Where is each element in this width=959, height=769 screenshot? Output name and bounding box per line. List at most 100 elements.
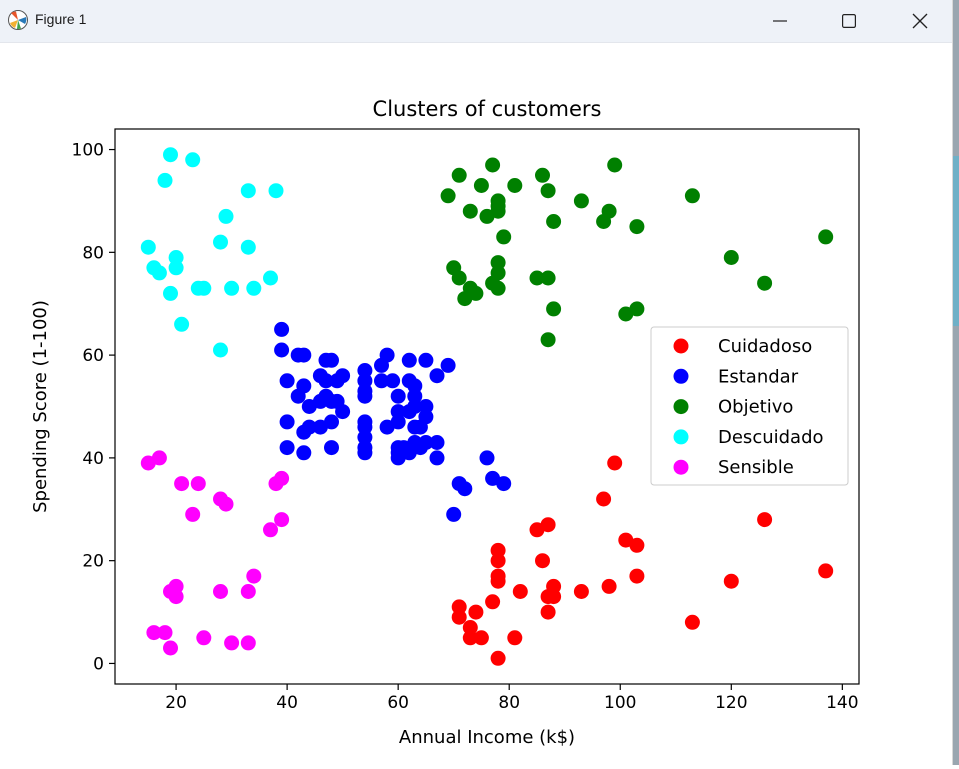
data-point-cuidadoso <box>629 568 645 584</box>
y-axis-label: Spending Score (1-100) <box>30 300 51 513</box>
data-point-sensible <box>174 476 190 492</box>
data-point-sensible <box>274 512 290 528</box>
data-point-descuidado <box>240 239 256 255</box>
legend-label: Sensible <box>718 457 794 478</box>
data-point-estandar <box>296 347 312 363</box>
data-point-objetivo <box>629 219 645 235</box>
data-point-descuidado <box>168 250 184 265</box>
data-point-objetivo <box>468 285 484 301</box>
plot-frame <box>114 128 860 685</box>
data-point-descuidado <box>218 208 234 224</box>
data-point-objetivo <box>507 178 523 193</box>
data-point-cuidadoso <box>723 573 739 589</box>
scatter-chart: Clusters of customers 20 40 60 80 100 120 140 … <box>30 97 860 748</box>
data-point-estandar <box>401 352 417 368</box>
chart-title: Clusters of customers <box>373 97 602 121</box>
data-point-estandar <box>335 404 351 420</box>
maximize-icon <box>842 14 856 28</box>
data-point-estandar <box>390 404 406 420</box>
data-point-estandar <box>390 388 406 404</box>
data-point-estandar <box>357 388 373 404</box>
data-point-sensible <box>213 584 228 599</box>
minimize-button[interactable] <box>757 0 803 42</box>
x-tick-label: 20 <box>165 693 187 713</box>
data-point-descuidado <box>174 316 190 332</box>
data-point-descuidado <box>268 183 284 199</box>
data-point-cuidadoso <box>535 553 550 569</box>
data-point-estandar <box>407 378 423 394</box>
y-axis: 0 20 40 60 80 100 <box>72 141 115 674</box>
data-point-estandar <box>324 440 339 456</box>
x-tick-label: 100 <box>604 693 636 713</box>
data-point-estandar <box>279 440 295 456</box>
maximize-button[interactable] <box>826 0 872 42</box>
data-point-descuidado <box>246 280 262 296</box>
data-point-descuidado <box>163 285 178 301</box>
data-point-sensible <box>240 584 256 599</box>
data-point-estandar <box>440 357 456 373</box>
data-point-estandar <box>446 506 462 522</box>
data-point-objetivo <box>607 157 623 173</box>
figure-canvas: Clusters of customers 20 40 60 80 100 120 140 … <box>0 43 952 765</box>
data-point-objetivo <box>496 229 512 245</box>
data-point-estandar <box>385 373 401 389</box>
data-point-estandar <box>374 373 389 389</box>
data-point-estandar <box>296 445 312 461</box>
data-point-cuidadoso <box>507 630 523 646</box>
legend-label: Objetivo <box>718 397 793 418</box>
data-point-cuidadoso <box>540 604 556 620</box>
data-point-objetivo <box>540 183 556 199</box>
data-point-cuidadoso <box>468 604 484 620</box>
data-point-objetivo <box>601 203 617 219</box>
matplotlib-app-icon <box>8 10 28 30</box>
data-point-descuidado <box>213 234 228 250</box>
legend-marker <box>673 459 689 475</box>
points-layer <box>140 147 834 666</box>
data-point-descuidado <box>263 270 278 286</box>
data-point-objetivo <box>451 270 467 286</box>
data-point-objetivo <box>490 265 506 281</box>
data-point-estandar <box>479 450 495 466</box>
legend-marker <box>673 399 689 415</box>
data-point-estandar <box>407 388 423 404</box>
data-point-objetivo <box>451 167 467 183</box>
close-icon <box>912 13 928 29</box>
data-point-cuidadoso <box>462 630 478 646</box>
y-tick-label: 20 <box>82 552 104 572</box>
data-point-descuidado <box>185 152 201 168</box>
data-point-estandar <box>357 445 373 461</box>
data-point-cuidadoso <box>462 620 478 635</box>
title-bar[interactable]: Figure 1 <box>0 0 952 43</box>
data-point-objetivo <box>723 250 739 265</box>
y-tick-label: 80 <box>82 243 104 263</box>
data-point-cuidadoso <box>540 589 556 605</box>
data-point-estandar <box>296 378 312 394</box>
data-point-cuidadoso <box>573 584 589 599</box>
data-point-descuidado <box>224 280 240 296</box>
legend-label: Cuidadoso <box>718 336 812 357</box>
data-point-objetivo <box>629 301 645 317</box>
close-button[interactable] <box>897 0 943 42</box>
data-point-estandar <box>418 435 434 450</box>
legend-label: Descuidado <box>718 427 824 448</box>
x-tick-label: 40 <box>276 693 298 713</box>
data-point-estandar <box>496 476 512 492</box>
data-point-estandar <box>324 414 339 430</box>
data-point-sensible <box>224 635 240 651</box>
data-point-descuidado <box>196 280 212 296</box>
data-point-sensible <box>151 450 167 466</box>
x-tick-label: 140 <box>826 693 858 713</box>
data-point-cuidadoso <box>490 573 506 589</box>
data-point-estandar <box>335 368 351 384</box>
data-point-objetivo <box>490 255 506 271</box>
data-point-estandar <box>274 342 290 358</box>
data-point-estandar <box>324 352 339 368</box>
data-point-sensible <box>263 522 278 538</box>
legend: Cuidadoso Estandar Objetivo Descuidado Sensi… <box>650 326 849 486</box>
x-axis: 20 40 60 80 100 120 140 <box>165 684 859 713</box>
data-point-objetivo <box>485 157 501 173</box>
data-point-estandar <box>274 321 290 337</box>
data-point-cuidadoso <box>451 609 467 625</box>
data-point-objetivo <box>462 203 478 219</box>
data-point-cuidadoso <box>757 512 773 528</box>
